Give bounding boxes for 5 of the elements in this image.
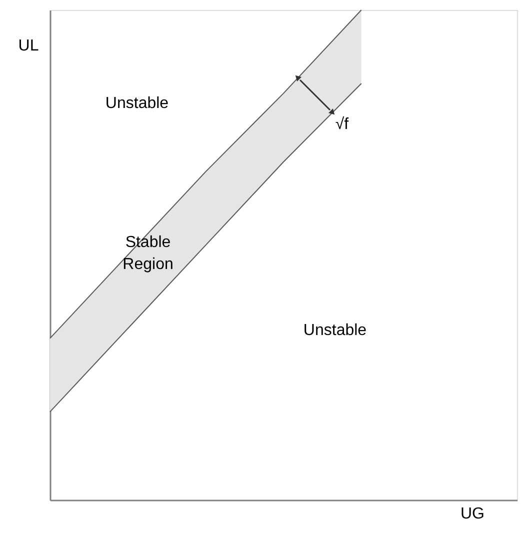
annotation: Unstable [105,95,169,112]
y-axis-title: UL [18,38,39,54]
x-axis-title: UG [460,506,484,522]
annotation: Unstable [303,322,367,339]
annotation: √f [335,116,350,133]
